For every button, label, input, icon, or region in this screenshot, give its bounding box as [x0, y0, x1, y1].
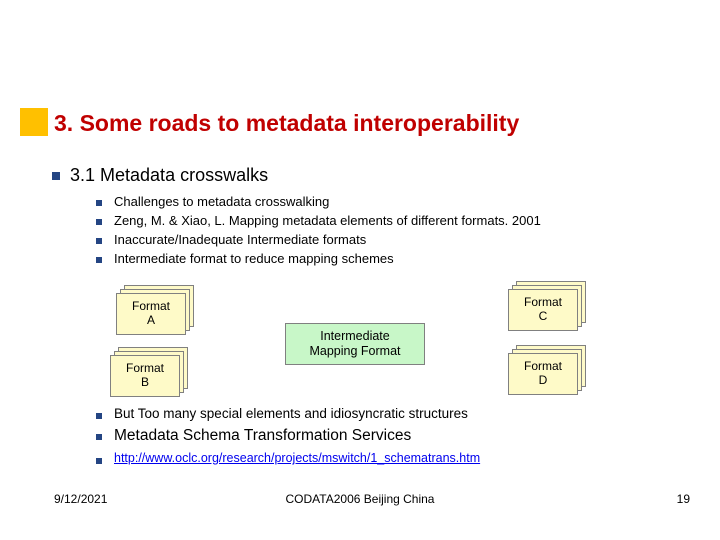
bullet-icon: [96, 238, 102, 244]
bullet-icon: [96, 413, 102, 419]
list-item: Challenges to metadata crosswalking: [96, 194, 676, 211]
mapping-diagram: Format A Format B Intermediate Mapping F…: [110, 293, 600, 398]
sub-bullet-list: Challenges to metadata crosswalking Zeng…: [96, 194, 676, 270]
bullet-text: Inaccurate/Inadequate Intermediate forma…: [114, 232, 366, 249]
format-b-box: Format B: [110, 355, 180, 397]
accent-block: [20, 108, 48, 136]
footer-page-number: 19: [677, 492, 690, 506]
bullet-text: Intermediate format to reduce mapping sc…: [114, 251, 394, 268]
section-heading: 3.1 Metadata crosswalks: [70, 165, 268, 186]
bullet-text: Zeng, M. & Xiao, L. Mapping metadata ele…: [114, 213, 541, 230]
bottom-bullet-list: But Too many special elements and idiosy…: [96, 406, 686, 471]
bullet-icon: [96, 219, 102, 225]
intermediate-box: Intermediate Mapping Format: [285, 323, 425, 365]
bullet-icon: [96, 200, 102, 206]
list-item: Metadata Schema Transformation Services: [96, 427, 686, 445]
format-a-box: Format A: [116, 293, 186, 335]
list-item: Intermediate format to reduce mapping sc…: [96, 251, 676, 268]
bullet-icon: [96, 434, 102, 440]
bullet-icon: [96, 257, 102, 263]
bullet-text: But Too many special elements and idiosy…: [114, 406, 468, 421]
list-item: Inaccurate/Inadequate Intermediate forma…: [96, 232, 676, 249]
bullet-text: Challenges to metadata crosswalking: [114, 194, 329, 211]
list-item: But Too many special elements and idiosy…: [96, 406, 686, 421]
bullet-icon: [52, 172, 60, 180]
bullet-text: Metadata Schema Transformation Services: [114, 427, 411, 445]
list-item: http://www.oclc.org/research/projects/ms…: [96, 451, 686, 465]
slide-footer: 9/12/2021 CODATA2006 Beijing China 19: [0, 492, 720, 510]
format-d-box: Format D: [508, 353, 578, 395]
oclc-link[interactable]: http://www.oclc.org/research/projects/ms…: [114, 451, 480, 465]
slide-title: 3. Some roads to metadata interoperabili…: [54, 110, 519, 137]
footer-center: CODATA2006 Beijing China: [0, 492, 720, 506]
format-c-box: Format C: [508, 289, 578, 331]
list-item: Zeng, M. & Xiao, L. Mapping metadata ele…: [96, 213, 676, 230]
bullet-icon: [96, 458, 102, 464]
